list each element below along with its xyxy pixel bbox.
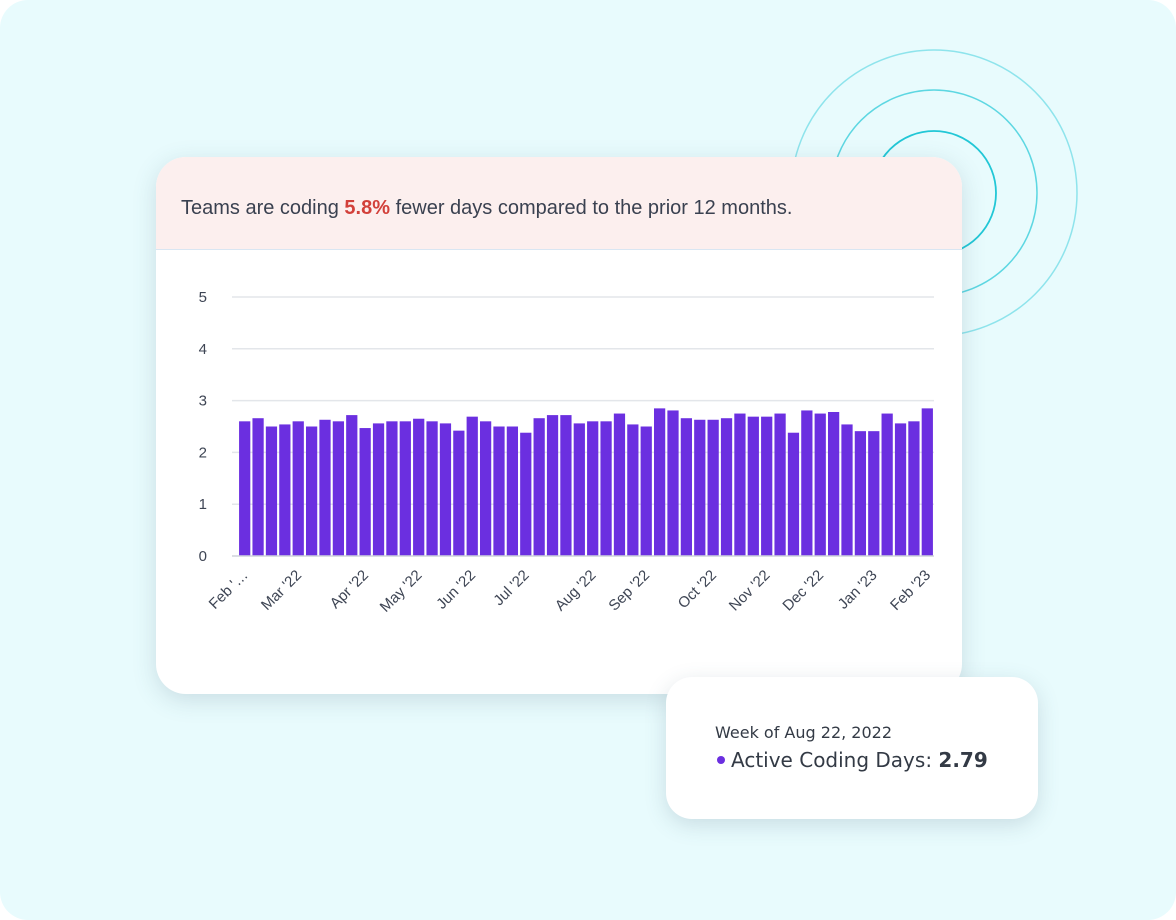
bar <box>506 426 519 556</box>
bar <box>439 423 452 556</box>
bar <box>560 415 572 556</box>
series-dot-icon <box>717 756 725 764</box>
bar <box>493 426 505 556</box>
x-tick-label: Dec '22 <box>779 567 827 615</box>
tooltip-title: Week of Aug 22, 2022 <box>715 723 893 742</box>
bar <box>640 426 652 556</box>
bar <box>894 423 907 556</box>
x-tick-label: Jan '23 <box>835 567 881 613</box>
x-tick-label: Feb '… <box>206 567 252 613</box>
tooltip-value: 2.79 <box>938 748 988 772</box>
headline-suffix: fewer days compared to the prior 12 mont… <box>390 197 793 219</box>
bar <box>667 410 679 556</box>
tooltip-row: Active Coding Days: 2.79 <box>715 748 988 772</box>
bar <box>921 408 933 556</box>
bar <box>399 421 411 556</box>
bar <box>372 423 385 556</box>
insight-banner: Teams are coding 5.8% fewer days compare… <box>156 157 962 250</box>
bar <box>265 426 278 556</box>
bar <box>319 419 331 556</box>
y-tick-label: 2 <box>199 444 207 461</box>
bar <box>774 413 786 556</box>
bar <box>413 418 425 556</box>
x-tick-label: Sep '22 <box>605 567 653 615</box>
y-tick-label: 3 <box>199 393 207 410</box>
bar <box>694 419 706 556</box>
bar <box>653 408 666 556</box>
x-tick-label: Oct '22 <box>675 567 720 612</box>
y-tick-label: 4 <box>199 341 207 358</box>
bar <box>466 416 478 556</box>
x-tick-label: May '22 <box>377 567 426 616</box>
bar <box>881 413 893 556</box>
bar <box>613 413 626 556</box>
bar <box>707 419 719 556</box>
bar <box>573 423 585 556</box>
bar <box>680 418 693 556</box>
bar <box>386 421 398 556</box>
bar <box>720 418 733 556</box>
chart-card: Teams are coding 5.8% fewer days compare… <box>156 157 962 694</box>
bar <box>546 415 559 556</box>
bar-chart: 0 1 2 3 4 5 Feb '… Mar '22 Apr '22 May '22 Jun '22… <box>199 289 934 616</box>
bar <box>426 421 438 556</box>
tooltip-arrow <box>821 655 869 678</box>
bar <box>627 424 639 556</box>
x-tick-label: Nov '22 <box>726 567 774 615</box>
bar <box>346 415 358 556</box>
bar <box>359 428 371 556</box>
bar <box>332 421 345 556</box>
bar <box>239 421 251 556</box>
bar <box>761 416 773 556</box>
bar <box>305 426 318 556</box>
y-tick-label: 0 <box>199 548 207 565</box>
bar <box>600 421 612 556</box>
bar <box>453 430 465 556</box>
headline-percent: 5.8% <box>344 197 391 219</box>
tooltip-series-label: Active Coding Days: <box>731 748 939 772</box>
bar <box>841 424 853 556</box>
x-tick-label: Apr '22 <box>327 567 372 612</box>
bar <box>827 411 840 556</box>
bar <box>252 418 264 556</box>
bar <box>533 418 545 556</box>
bar <box>279 424 291 556</box>
bar <box>734 413 746 556</box>
x-tick-label: Jul '22 <box>490 567 532 609</box>
bar <box>814 413 826 556</box>
bar <box>854 431 867 556</box>
bar <box>908 421 920 556</box>
bar <box>787 432 800 556</box>
bar <box>868 431 880 556</box>
y-tick-label: 5 <box>199 289 207 306</box>
bar <box>520 432 532 556</box>
bar <box>801 410 813 556</box>
headline-prefix: Teams are coding <box>181 197 345 219</box>
insight-headline: Teams are coding 5.8% fewer days compare… <box>181 197 792 220</box>
bar <box>747 416 759 556</box>
x-tick-label: Jun '22 <box>433 567 479 613</box>
x-tick-label: Mar '22 <box>258 567 305 614</box>
x-tick-label: Feb '23 <box>887 567 934 614</box>
bar <box>479 421 492 556</box>
bar <box>292 421 304 556</box>
x-tick-label: Aug '22 <box>552 567 600 615</box>
y-tick-label: 1 <box>199 496 207 513</box>
bar <box>587 421 599 556</box>
chart-tooltip: Week of Aug 22, 2022 Active Coding Days:… <box>666 677 1038 819</box>
